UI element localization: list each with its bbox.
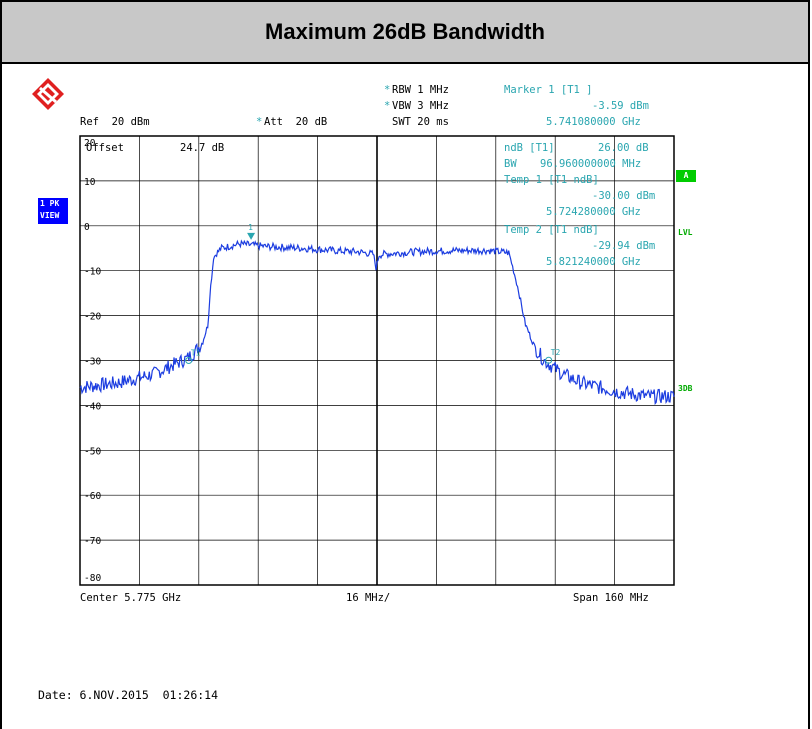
center-frequency: Center 5.775 GHz [80, 592, 182, 604]
y-tick-label: -60 [84, 491, 101, 502]
temp1-frequency: 5.724280000 GHz [546, 206, 641, 218]
marker-1-triangle [247, 232, 256, 240]
marker-frequency: 5.741080000 GHz [546, 116, 641, 128]
offset-value: 24.7 dB [180, 142, 225, 154]
swt-label: SWT 20 ms [392, 116, 449, 128]
att-star: * [256, 116, 263, 128]
y-tick-label: -40 [84, 401, 101, 412]
bw-label: BW [504, 158, 517, 170]
offset-label: Offset [86, 142, 124, 154]
marker-1-label: 1 [248, 223, 253, 232]
temp2-title: Temp 2 [T1 ndB] [504, 224, 599, 236]
temp-marker-label-t2: T2 [551, 348, 561, 357]
temp-marker-t2 [545, 356, 553, 364]
db3-label: 3DB [678, 384, 693, 393]
bw-value: 96.960000000 MHz [540, 158, 642, 170]
temp1-level: -30.00 dBm [592, 190, 656, 202]
temp-marker-label-t1: T1 [191, 349, 201, 358]
y-tick-label: 20 [84, 138, 96, 149]
capture-date: Date: 6.NOV.2015 01:26:14 [38, 688, 219, 702]
trace-mode-view: VIEW [40, 211, 60, 220]
lvl-label: LVL [678, 228, 693, 237]
y-tick-label: -20 [84, 312, 101, 323]
ndb-label: ndB [T1] [504, 142, 555, 154]
y-tick-label: -10 [84, 267, 101, 278]
y-tick-label: -80 [84, 573, 101, 584]
vbw-label: VBW 3 MHz [392, 100, 449, 112]
vbw-star: * [384, 100, 391, 112]
marker-level: -3.59 dBm [592, 100, 649, 112]
rohde-schwarz-logo-icon [32, 78, 64, 110]
page-title: Maximum 26dB Bandwidth [2, 2, 808, 64]
frequency-per-div: 16 MHz/ [346, 592, 391, 604]
marker-title: Marker 1 [T1 ] [504, 84, 593, 96]
span-frequency: Span 160 MHz [573, 592, 649, 604]
trace-mode-badge: 1 PK VIEW [38, 198, 68, 224]
y-tick-label: -70 [84, 536, 101, 547]
y-tick-label: -50 [84, 446, 101, 457]
rbw-label: RBW 1 MHz [392, 84, 449, 96]
y-tick-label: -30 [84, 357, 101, 368]
rbw-star: * [384, 84, 391, 96]
temp2-frequency: 5.821240000 GHz [546, 256, 641, 268]
y-tick-label: 0 [84, 222, 90, 233]
spectrum-trace [79, 239, 675, 406]
trace-a-badge: A [676, 170, 696, 182]
temp2-level: -29.94 dBm [592, 240, 656, 252]
ndb-value: 26.00 dB [598, 142, 649, 154]
temp-marker-t1 [185, 357, 193, 364]
attenuation: Att 20 dB [264, 116, 328, 128]
ref-level: Ref 20 dBm [80, 116, 150, 128]
trace-mode-pk: 1 PK [40, 199, 60, 208]
temp1-title: Temp 1 [T1 ndB] [504, 174, 599, 186]
y-tick-label: 10 [84, 177, 96, 188]
